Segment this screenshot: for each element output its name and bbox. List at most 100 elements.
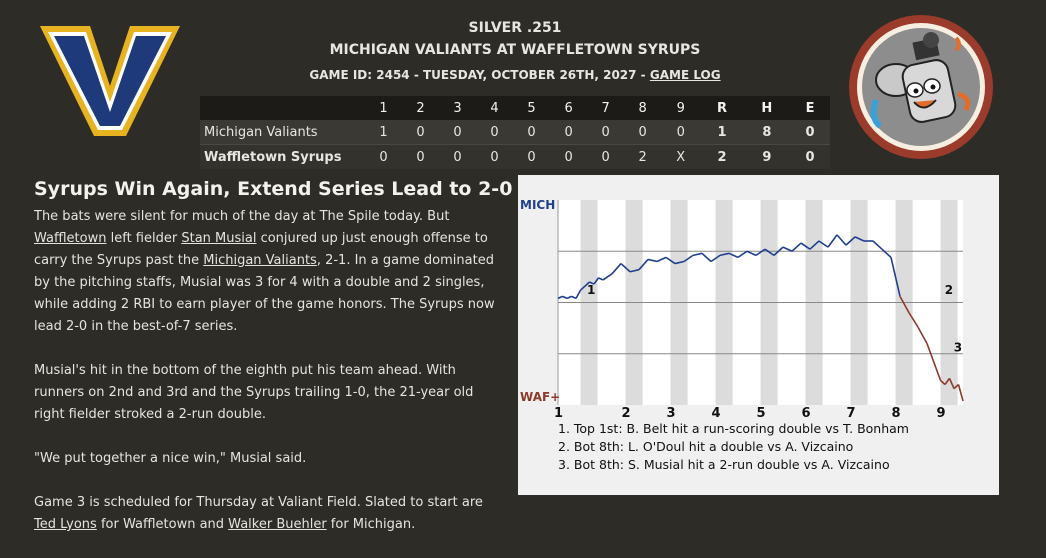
article-paragraph: Game 3 is scheduled for Thursday at Vali… bbox=[34, 492, 504, 536]
inning-tick-label: 6 bbox=[802, 406, 811, 420]
win-prob-segment bbox=[665, 256, 676, 265]
win-prob-segment bbox=[629, 268, 640, 273]
article-text: left fielder bbox=[106, 231, 182, 246]
win-prob-segment bbox=[746, 250, 757, 257]
article-text: Game 3 is scheduled for Thursday at Vali… bbox=[34, 495, 483, 510]
inning-score: 0 bbox=[439, 144, 477, 169]
table-row-home: Waffletown Syrups 0 0 0 0 0 0 0 2 X 2 9 … bbox=[200, 144, 830, 169]
win-prob-segment bbox=[602, 273, 613, 281]
win-prob-segment bbox=[773, 246, 784, 256]
inning-score: 0 bbox=[402, 144, 440, 169]
win-prob-segment bbox=[611, 263, 622, 275]
label-home-bottom: WAF+ bbox=[520, 390, 560, 404]
win-prob-segment bbox=[809, 240, 820, 250]
game-info-text: GAME ID: 2454 - TUESDAY, OCTOBER 26TH, 2… bbox=[309, 68, 646, 82]
inning-score: 0 bbox=[365, 144, 403, 169]
win-prob-segment bbox=[593, 277, 600, 285]
matchup-title: MICHIGAN VALIANTS AT WAFFLETOWN SYRUPS bbox=[329, 42, 701, 58]
win-prob-segment bbox=[647, 258, 658, 263]
team-link-waffletown[interactable]: Waffletown bbox=[34, 231, 107, 246]
player-link-stan-musial[interactable]: Stan Musial bbox=[181, 231, 257, 246]
article-paragraph: "We put together a nice win," Musial sai… bbox=[34, 451, 307, 466]
away-runs: 1 bbox=[700, 120, 744, 145]
win-prob-segment bbox=[566, 295, 572, 300]
win-prob-segment bbox=[571, 295, 577, 300]
label-away-top: MICH bbox=[520, 198, 555, 212]
inning-tick-label: 9 bbox=[937, 406, 946, 420]
valiants-logo bbox=[40, 26, 180, 136]
inning-score: 0 bbox=[476, 144, 514, 169]
win-prob-segment bbox=[710, 254, 721, 263]
win-prob-segment bbox=[854, 236, 865, 242]
win-prob-segment bbox=[737, 250, 748, 259]
win-prob-segment bbox=[953, 383, 960, 390]
win-prob-segment bbox=[939, 379, 946, 386]
inning-header: 1 bbox=[365, 96, 403, 120]
inning-score: 2 bbox=[624, 144, 662, 169]
win-prob-segment bbox=[935, 367, 942, 381]
home-hits: 9 bbox=[743, 144, 791, 169]
win-prob-segment bbox=[872, 240, 883, 250]
article-paragraph: Musial's hit in the bottom of the eighth… bbox=[34, 363, 474, 422]
win-prob-segment bbox=[948, 378, 955, 389]
event-marker: 3 bbox=[954, 340, 962, 354]
inning-header: 2 bbox=[402, 96, 440, 120]
win-probability-plot: MICH WAF+ 1 2 3 4 5 6 7 8 9 1 2 3 bbox=[520, 198, 964, 420]
inning-tick-label: 1 bbox=[554, 406, 563, 420]
win-prob-segment bbox=[755, 248, 766, 257]
win-probability-chart: MICH WAF+ 1 2 3 4 5 6 7 8 9 1 2 3 1. Top 1st: B. Belt… bbox=[518, 175, 999, 495]
inning-score: 0 bbox=[661, 120, 701, 145]
win-prob-segment bbox=[899, 295, 910, 314]
chart-note: 1. Top 1st: B. Belt hit a run-scoring do… bbox=[558, 421, 909, 436]
inning-score: 0 bbox=[550, 144, 588, 169]
inning-score: 0 bbox=[402, 120, 440, 145]
inning-header: 3 bbox=[439, 96, 477, 120]
win-prob-segment bbox=[589, 281, 595, 285]
win-prob-segment bbox=[557, 295, 563, 300]
inning-header: 6 bbox=[550, 96, 588, 120]
inning-tick-label: 2 bbox=[622, 406, 631, 420]
away-hits: 8 bbox=[743, 120, 791, 145]
win-prob-segment bbox=[728, 252, 739, 259]
game-log-link[interactable]: GAME LOG bbox=[649, 68, 721, 82]
inning-header: 5 bbox=[513, 96, 551, 120]
event-marker: 1 bbox=[587, 283, 595, 297]
home-errors: 0 bbox=[790, 144, 830, 169]
win-prob-segment bbox=[881, 248, 892, 258]
linescore-table: 1 2 3 4 5 6 7 8 9 R H E Michigan Valiant… bbox=[200, 96, 830, 169]
article-text: conjured up just enough offense to carry… bbox=[34, 231, 488, 268]
win-prob-segment bbox=[908, 312, 919, 328]
inning-score: 0 bbox=[624, 120, 662, 145]
player-link-ted-lyons[interactable]: Ted Lyons bbox=[34, 517, 97, 532]
inning-score: 0 bbox=[587, 144, 625, 169]
inning-header: 7 bbox=[587, 96, 625, 120]
article-headline: Syrups Win Again, Extend Series Lead to … bbox=[34, 178, 513, 200]
win-prob-segment bbox=[782, 246, 793, 252]
win-prob-segment bbox=[674, 260, 685, 265]
inning-score: 0 bbox=[439, 120, 477, 145]
win-prob-segment bbox=[620, 262, 631, 273]
win-prob-segment bbox=[579, 285, 586, 291]
chart-note: 3. Bot 8th: S. Musial hit a 2-run double… bbox=[558, 457, 890, 472]
event-marker: 2 bbox=[945, 283, 953, 297]
linescore-header-row: 1 2 3 4 5 6 7 8 9 R H E bbox=[200, 96, 830, 120]
win-prob-segment bbox=[957, 384, 964, 402]
article-text: for Waffletown and bbox=[96, 517, 229, 532]
win-prob-segment bbox=[944, 377, 951, 385]
home-runs: 2 bbox=[700, 144, 744, 169]
win-prob-segment bbox=[836, 234, 847, 246]
win-prob-segment bbox=[701, 252, 712, 263]
inning-header: 9 bbox=[661, 96, 701, 120]
team-link-michigan-valiants[interactable]: Michigan Valiants bbox=[203, 253, 317, 268]
win-prob-segment bbox=[827, 234, 838, 248]
runs-header: R bbox=[700, 96, 744, 120]
win-prob-segment bbox=[917, 326, 928, 344]
win-prob-segment bbox=[683, 254, 694, 263]
article-text: for Michigan. bbox=[326, 517, 416, 532]
player-link-walker-buehler[interactable]: Walker Buehler bbox=[228, 517, 327, 532]
win-prob-segment bbox=[890, 257, 901, 297]
table-row-away: Michigan Valiants 1 0 0 0 0 0 0 0 0 1 8 … bbox=[200, 120, 830, 145]
article-paragraph: The bats were silent for much of the day… bbox=[34, 206, 504, 338]
win-prob-segment bbox=[656, 256, 667, 263]
win-prob-segment bbox=[800, 242, 811, 250]
